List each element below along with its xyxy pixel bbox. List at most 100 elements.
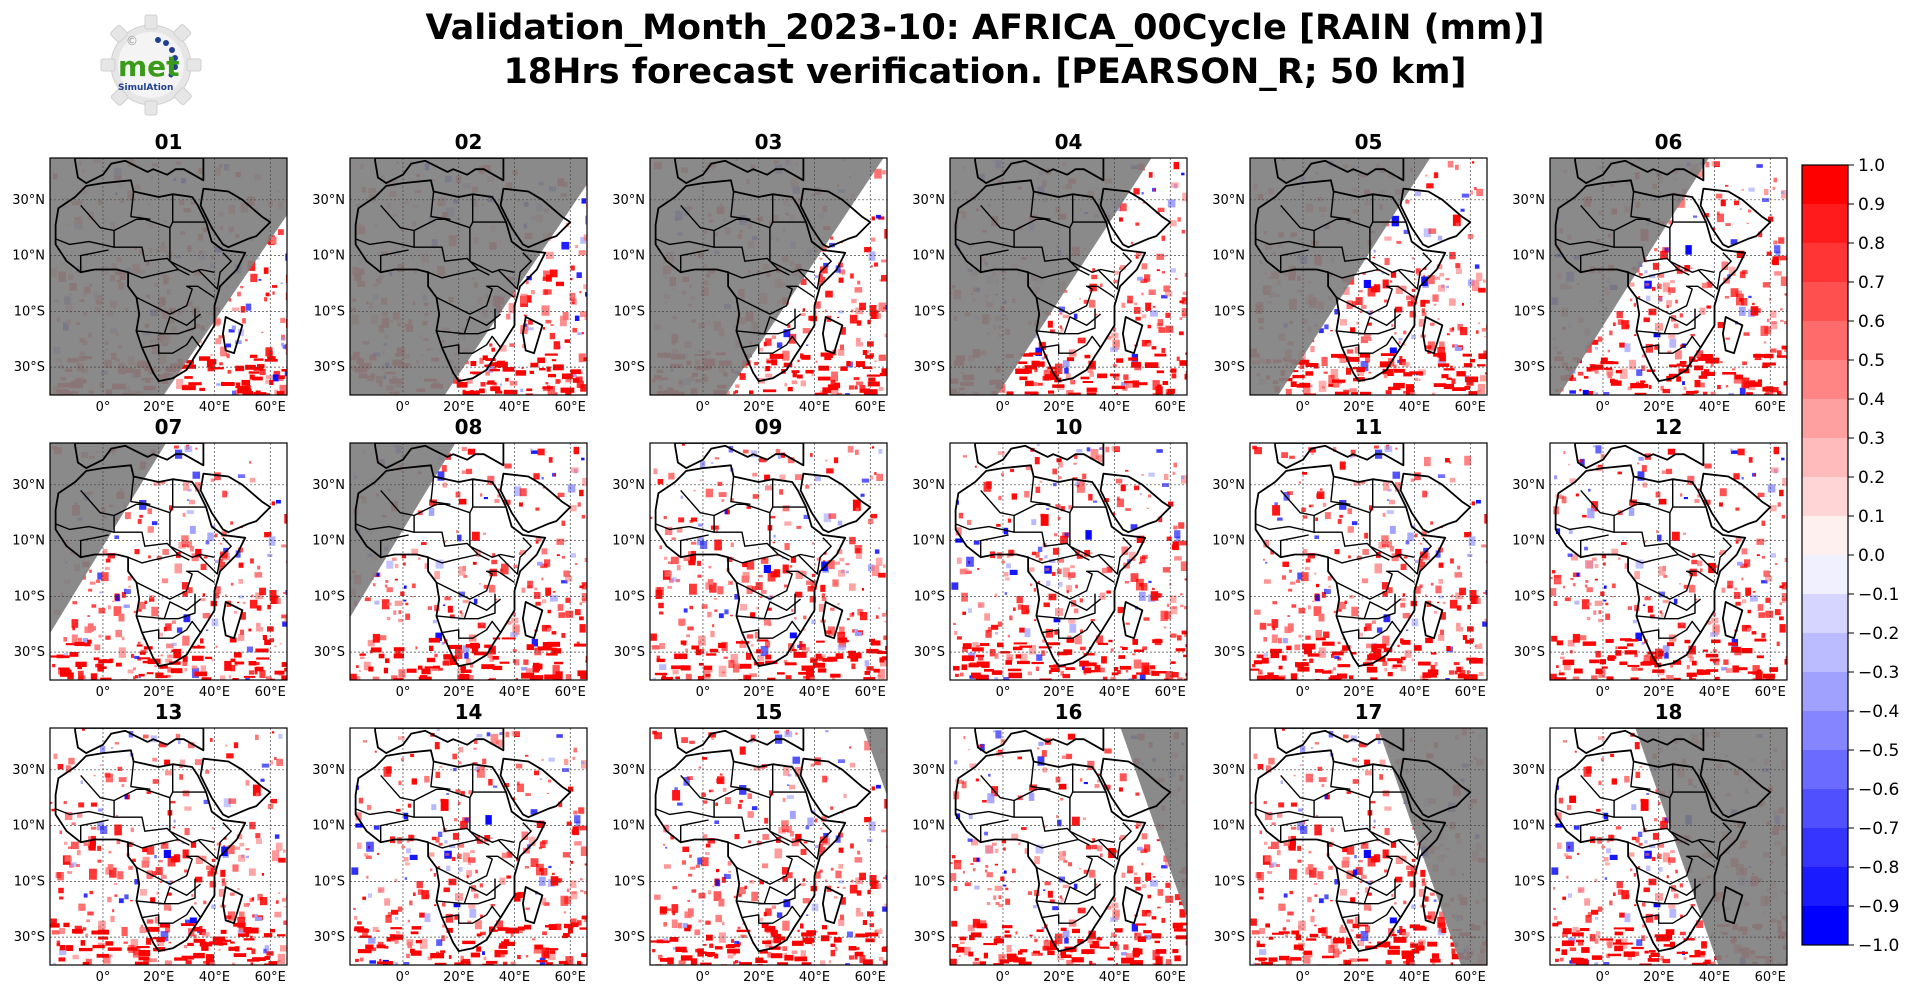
copyright-symbol: © xyxy=(126,34,138,48)
map-panel: 01 30°N 10°N 10°S 30°S 0° 20°E 40°E 60°E xyxy=(12,130,288,415)
lon-tick-label: 0° xyxy=(96,970,111,985)
lat-tick-label: 30°S xyxy=(1514,930,1545,945)
lon-tick-label: 0° xyxy=(696,970,711,985)
lat-tick-label: 10°S xyxy=(1514,304,1545,319)
logo-text-sub: SimulAtion xyxy=(118,83,173,93)
lat-tick-label: 30°S xyxy=(1514,645,1545,660)
lon-tick-label: 60°E xyxy=(855,970,886,985)
logo-text-main: met xyxy=(118,50,180,83)
lat-tick-label: 10°S xyxy=(614,304,645,319)
lat-tick-label: 10°N xyxy=(1212,819,1245,834)
map-panel: 18 30°N 10°N 10°S 30°S 0° 20°E 40°E 60°E xyxy=(1512,700,1788,985)
lon-tick-label: 40°E xyxy=(1399,970,1430,985)
lat-tick-label: 10°S xyxy=(14,589,45,604)
panel-title: 11 xyxy=(1355,415,1383,439)
lat-tick-label: 30°S xyxy=(14,645,45,660)
map-panel: 07 30°N 10°N 10°S 30°S 0° 20°E 40°E 60°E xyxy=(12,415,288,700)
lon-tick-label: 40°E xyxy=(1699,685,1730,700)
figure-title-line1: Validation_Month_2023-10: AFRICA_00Cycle… xyxy=(425,8,1545,48)
lon-tick-label: 20°E xyxy=(1343,400,1374,415)
lon-tick-label: 40°E xyxy=(1699,970,1730,985)
lon-tick-label: 0° xyxy=(1296,400,1311,415)
map-panel: 05 30°N 10°N 10°S 30°S 0° 20°E 40°E 60°E xyxy=(1212,130,1488,415)
lon-tick-label: 20°E xyxy=(143,400,174,415)
lon-tick-label: 20°E xyxy=(1043,685,1074,700)
lat-tick-label: 10°S xyxy=(614,589,645,604)
lat-tick-label: 30°S xyxy=(1214,645,1245,660)
lon-tick-label: 0° xyxy=(696,400,711,415)
lat-tick-label: 10°S xyxy=(14,874,45,889)
lat-tick-label: 30°N xyxy=(612,193,645,208)
lon-tick-label: 20°E xyxy=(1343,685,1374,700)
lon-tick-label: 0° xyxy=(1596,970,1611,985)
lon-tick-label: 20°E xyxy=(1043,400,1074,415)
lat-tick-label: 30°S xyxy=(614,645,645,660)
lat-tick-label: 10°S xyxy=(1514,874,1545,889)
lon-tick-label: 60°E xyxy=(555,970,586,985)
lat-tick-label: 10°S xyxy=(914,304,945,319)
lat-tick-label: 30°N xyxy=(912,763,945,778)
gear-icon: © met SimulAtion xyxy=(100,14,202,116)
panel-title: 16 xyxy=(1055,700,1083,724)
lat-tick-label: 30°S xyxy=(1514,360,1545,375)
map-panel: 13 30°N 10°N 10°S 30°S 0° 20°E 40°E 60°E xyxy=(12,700,288,985)
map-panel: 15 30°N 10°N 10°S 30°S 0° 20°E 40°E 60°E xyxy=(612,700,888,985)
lat-tick-label: 30°N xyxy=(312,763,345,778)
lon-tick-label: 40°E xyxy=(1099,685,1130,700)
panel-title: 17 xyxy=(1355,700,1383,724)
map-panel: 03 30°N 10°N 10°S 30°S 0° 20°E 40°E 60°E xyxy=(612,130,888,415)
lat-tick-label: 30°S xyxy=(314,645,345,660)
lat-tick-label: 10°N xyxy=(1212,249,1245,264)
map-panel: 02 30°N 10°N 10°S 30°S 0° 20°E 40°E 60°E xyxy=(312,130,588,415)
met-simulation-logo: © met SimulAtion xyxy=(96,10,206,120)
lat-tick-label: 30°N xyxy=(12,193,45,208)
lon-tick-label: 40°E xyxy=(199,400,230,415)
lon-tick-label: 0° xyxy=(96,400,111,415)
map-panel: 04 30°N 10°N 10°S 30°S 0° 20°E 40°E 60°E xyxy=(912,130,1188,415)
lat-tick-label: 10°N xyxy=(612,534,645,549)
panel-title: 09 xyxy=(755,415,783,439)
lat-tick-label: 30°N xyxy=(1512,193,1545,208)
lat-tick-label: 30°S xyxy=(1214,360,1245,375)
panel-title: 12 xyxy=(1655,415,1683,439)
lat-tick-label: 30°N xyxy=(1212,478,1245,493)
lat-tick-label: 10°S xyxy=(314,874,345,889)
lat-tick-label: 10°N xyxy=(312,534,345,549)
panel-title: 14 xyxy=(455,700,483,724)
lon-tick-label: 40°E xyxy=(199,685,230,700)
panel-title: 03 xyxy=(755,130,783,154)
lat-tick-label: 10°S xyxy=(314,589,345,604)
lon-tick-label: 0° xyxy=(696,685,711,700)
lat-tick-label: 10°N xyxy=(912,534,945,549)
lat-tick-label: 30°N xyxy=(1512,478,1545,493)
lat-tick-label: 30°N xyxy=(312,478,345,493)
lat-tick-label: 30°S xyxy=(614,360,645,375)
lat-tick-label: 10°N xyxy=(1512,819,1545,834)
lon-tick-label: 40°E xyxy=(1099,970,1130,985)
map-panel: 10 30°N 10°N 10°S 30°S 0° 20°E 40°E 60°E xyxy=(912,415,1188,700)
lon-tick-label: 40°E xyxy=(799,970,830,985)
lon-tick-label: 0° xyxy=(1596,400,1611,415)
map-panel: 09 30°N 10°N 10°S 30°S 0° 20°E 40°E 60°E xyxy=(612,415,888,700)
lon-tick-label: 60°E xyxy=(255,685,286,700)
lon-tick-label: 60°E xyxy=(255,970,286,985)
lat-tick-label: 30°S xyxy=(14,930,45,945)
lon-tick-label: 40°E xyxy=(1399,685,1430,700)
lat-tick-label: 10°N xyxy=(1512,534,1545,549)
lat-tick-label: 30°S xyxy=(914,930,945,945)
lon-tick-label: 20°E xyxy=(443,685,474,700)
panel-title: 13 xyxy=(155,700,183,724)
lat-tick-label: 10°S xyxy=(1214,874,1245,889)
lon-tick-label: 0° xyxy=(396,400,411,415)
map-panel: 17 30°N 10°N 10°S 30°S 0° 20°E 40°E 60°E xyxy=(1212,700,1488,985)
lat-tick-label: 30°N xyxy=(1512,763,1545,778)
lon-tick-label: 20°E xyxy=(743,685,774,700)
lon-tick-label: 20°E xyxy=(1643,400,1674,415)
lon-tick-label: 60°E xyxy=(1155,970,1186,985)
lat-tick-label: 10°S xyxy=(914,589,945,604)
lat-tick-label: 10°S xyxy=(1514,589,1545,604)
lat-tick-label: 30°N xyxy=(12,763,45,778)
lat-tick-label: 10°N xyxy=(1212,534,1245,549)
map-panel: 14 30°N 10°N 10°S 30°S 0° 20°E 40°E 60°E xyxy=(312,700,588,985)
